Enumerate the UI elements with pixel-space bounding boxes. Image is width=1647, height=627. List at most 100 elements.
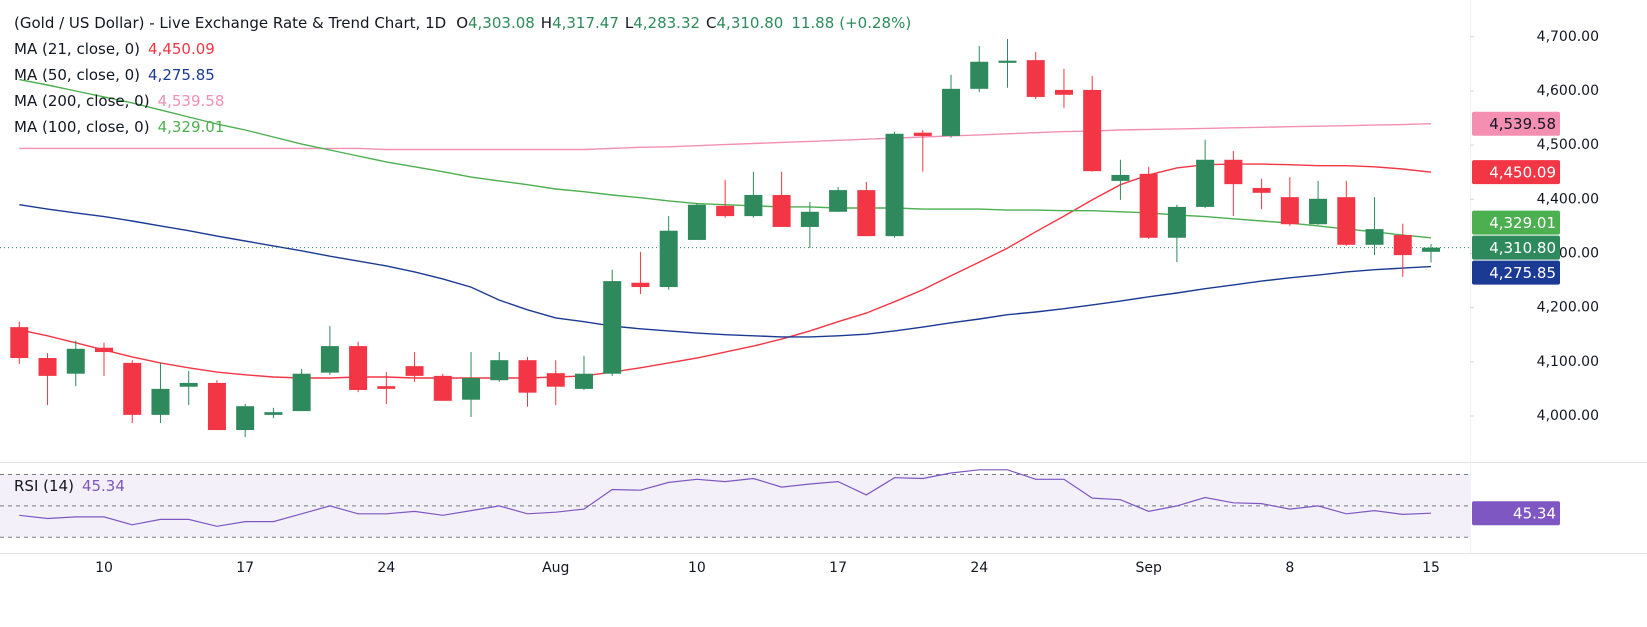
rsi-line [19,469,1432,527]
candle-body [405,366,424,376]
legend-value: 4,539.58 [158,92,225,110]
legend-name: MA (200, close, 0) [14,92,150,110]
y-tick-label: 4,400.00 [1537,191,1599,207]
ohlc-key: C [706,14,716,32]
price-label: 4,329.01 [1489,214,1556,232]
candle-body [659,230,678,288]
ohlc-key: L [625,14,634,32]
rsi-label-box [1472,501,1560,526]
candle-body [95,347,114,353]
candle-body [998,60,1017,63]
ohlc-value: 4,317.47 [552,14,619,32]
candle-body [1167,206,1186,238]
candle-body [1083,89,1102,172]
change: 11.88 [791,14,834,32]
y-tick-label: 4,000.00 [1537,408,1599,424]
legend-value: 4,275.85 [148,66,215,84]
x-tick-label: 24 [377,560,395,576]
legend-entry: MA (50, close, 0) 4,275.85 [14,66,215,84]
candle-body [1196,159,1215,207]
legend-name: MA (50, close, 0) [14,66,140,84]
x-tick-label: 8 [1285,560,1294,576]
candle-body [885,133,904,237]
candle-body [207,382,226,431]
moving-average-line [19,123,1432,151]
candle-body [320,346,339,373]
ohlc-value: 4,303.08 [468,14,535,32]
candle-body [631,282,650,288]
candle-body [857,190,876,237]
candle-body [462,378,481,400]
ohlc-key: O [456,14,468,32]
candle-body [377,386,396,389]
candle-body [10,327,29,359]
candle-body [970,61,989,89]
candle-body [1365,229,1384,245]
candle-body [123,362,142,415]
rsi-legend-value: 45.34 [82,477,125,495]
candle-body [433,375,452,401]
price-label: 4,539.58 [1489,115,1556,133]
x-tick-label: Aug [542,560,569,576]
ohlc-key: H [541,14,552,32]
candle-body [1111,174,1130,181]
candle-body [1309,198,1328,225]
candle-body [1139,173,1158,238]
candle-body [603,281,622,374]
ohlc-value: 4,283.32 [633,14,700,32]
candle-body [744,194,763,217]
legend-name: MA (21, close, 0) [14,40,140,58]
price-label-box [1472,235,1560,260]
y-tick-label: 4,700.00 [1537,29,1599,45]
candle-body [772,194,791,227]
candle-body [800,211,819,227]
candle-body [236,406,255,431]
price-label-box [1472,160,1560,185]
candle-body [829,190,848,212]
candle-body [1422,247,1440,252]
candle-body [1280,197,1299,225]
candle-body [687,204,706,240]
price-label: 4,310.80 [1489,239,1556,257]
candle-body [38,358,57,376]
candle-body [1337,197,1356,245]
candle-body [349,346,368,390]
legend-name: MA (100, close, 0) [14,118,150,136]
x-tick-label: 15 [1422,560,1440,576]
y-tick-label: 4,100.00 [1537,354,1599,370]
moving-average-line [19,204,1432,338]
rsi-label: 45.34 [1513,505,1556,523]
candle-body [264,412,283,415]
ohlc-value: 4,310.80 [717,14,784,32]
candle-body [1026,60,1045,97]
legend-entry: MA (100, close, 0) 4,329.01 [14,118,224,136]
x-tick-label: 10 [688,560,706,576]
y-tick-label: 4,500.00 [1537,137,1599,153]
candle-body [942,88,961,136]
price-label: 4,275.85 [1489,264,1556,282]
candle-body [151,388,170,415]
price-label-box [1472,210,1560,235]
candle-body [490,360,509,381]
legend-entry: MA (21, close, 0) 4,450.09 [14,40,215,58]
x-tick-label: 17 [236,560,254,576]
legend-value: 4,329.01 [158,118,225,136]
y-tick-label: 4,200.00 [1537,300,1599,316]
candle-body [1224,159,1243,185]
candle-body [1252,187,1271,193]
candle-body [546,373,565,387]
chart-title: (Gold / US Dollar) - Live Exchange Rate … [14,14,446,32]
y-tick-label: 4,600.00 [1537,83,1599,99]
candle-body [292,373,311,412]
candle-body [1054,89,1073,95]
candle-body [518,360,537,393]
candle-body [913,132,932,136]
price-label-box [1472,260,1560,285]
x-tick-label: 17 [829,560,847,576]
candle-body [574,373,593,389]
candle-body [716,205,735,217]
price-label-box [1472,111,1560,136]
